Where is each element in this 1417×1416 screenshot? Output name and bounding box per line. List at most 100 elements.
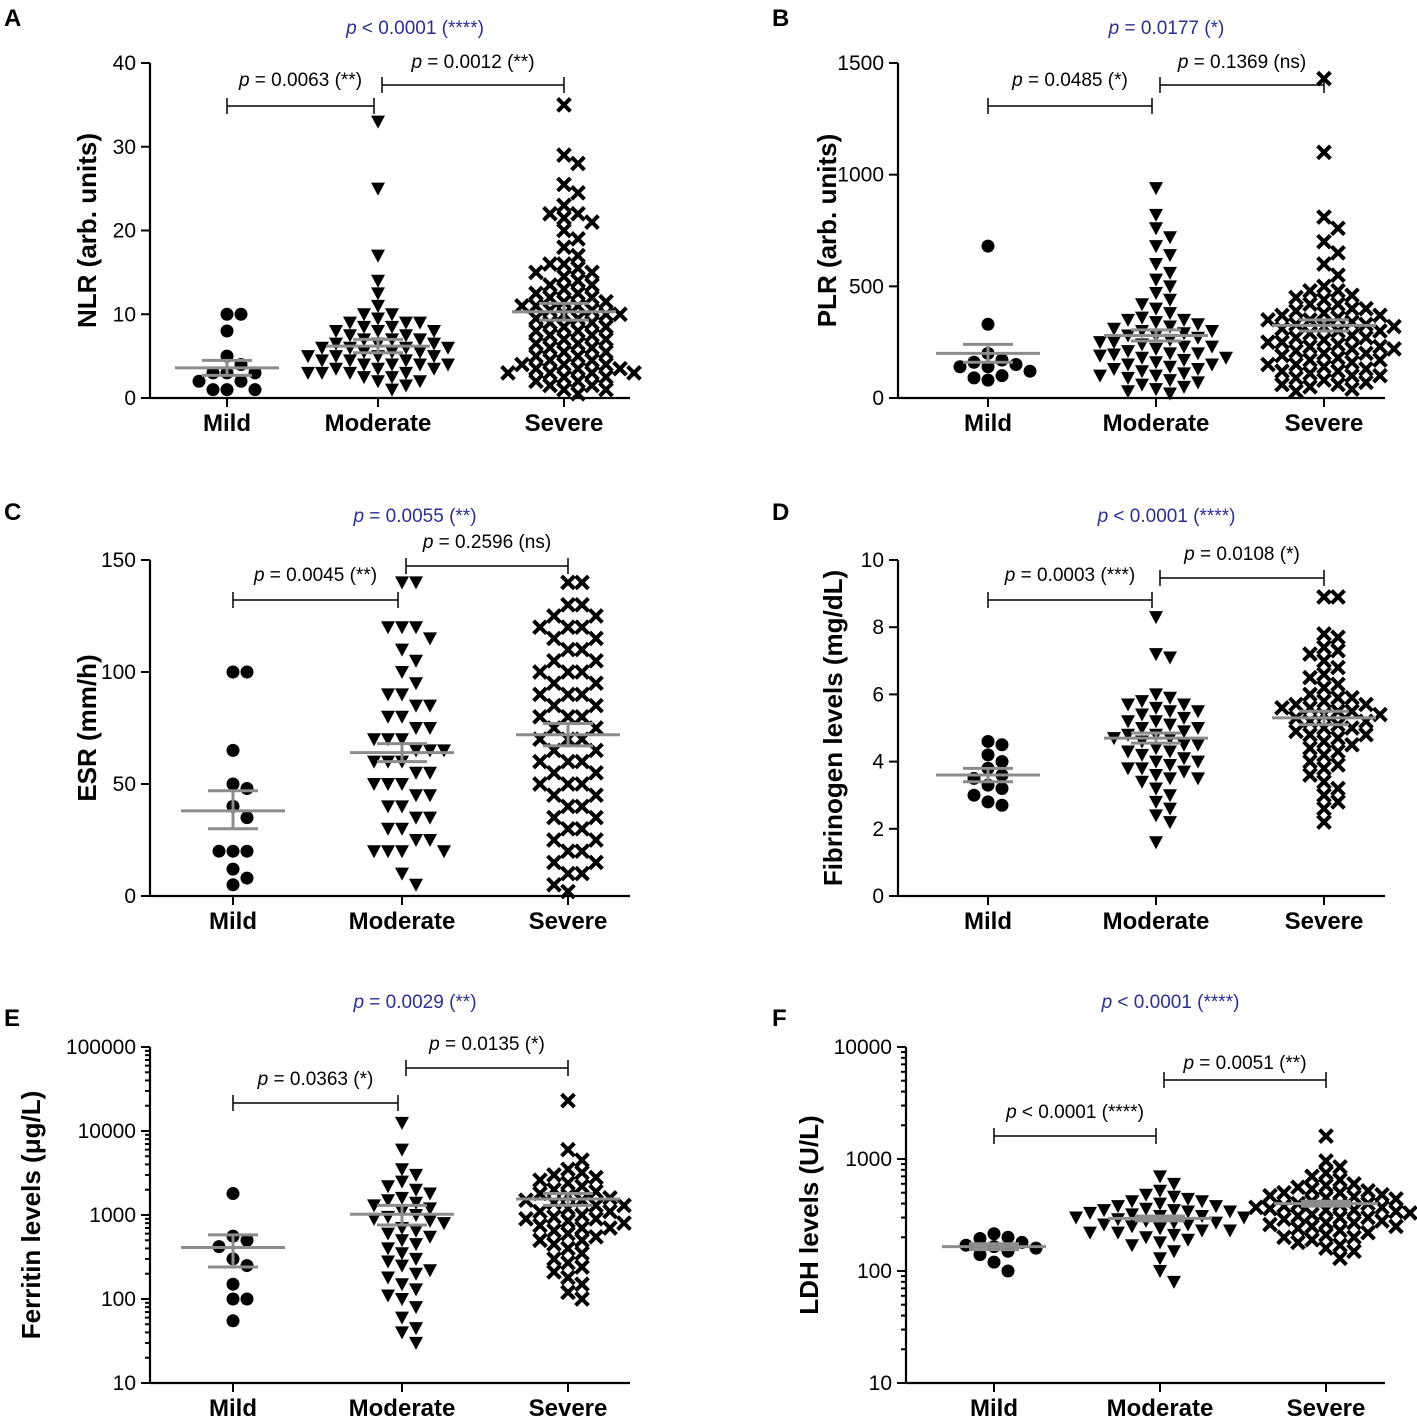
data-point-moderate bbox=[1163, 360, 1177, 374]
data-point-severe bbox=[532, 1185, 548, 1202]
data-point-moderate bbox=[329, 362, 343, 376]
data-point-moderate bbox=[381, 1271, 395, 1285]
data-point-moderate bbox=[1107, 348, 1121, 362]
data-point-moderate bbox=[409, 699, 423, 713]
data-point-mild bbox=[981, 239, 995, 253]
data-point-severe bbox=[556, 176, 572, 193]
data-point-moderate bbox=[1149, 208, 1163, 222]
data-point-severe bbox=[546, 1251, 562, 1267]
data-point-moderate bbox=[395, 710, 409, 724]
chart-panel-e: E 10 100 1000 10000 100000 Mild Moderate Severe F… bbox=[4, 992, 632, 1416]
data-point-severe bbox=[1344, 287, 1360, 304]
y-tick-label: 10 bbox=[113, 1372, 136, 1395]
data-point-severe bbox=[584, 365, 600, 381]
data-point-moderate bbox=[1135, 748, 1149, 762]
data-point-moderate bbox=[385, 358, 399, 372]
x-category-label: Mild bbox=[209, 1395, 257, 1416]
data-point-moderate bbox=[1149, 701, 1163, 715]
data-point-moderate bbox=[409, 1283, 423, 1297]
data-point-severe bbox=[1316, 760, 1332, 777]
data-point-severe bbox=[602, 1203, 618, 1220]
data-point-moderate bbox=[385, 371, 399, 385]
data-point-severe bbox=[532, 753, 548, 770]
data-point-moderate bbox=[381, 800, 395, 814]
data-point-moderate bbox=[395, 1191, 409, 1205]
data-point-severe bbox=[1316, 679, 1332, 696]
data-point-moderate bbox=[1153, 1265, 1167, 1278]
data-point-severe bbox=[1288, 343, 1304, 359]
data-point-severe bbox=[574, 641, 590, 658]
data-point-severe bbox=[532, 776, 548, 792]
data-point-mild bbox=[226, 665, 240, 679]
chart-panel-f: F 10 100 1000 10000 Mild Moderate Severe LDH lev… bbox=[772, 992, 1417, 1416]
data-point-moderate bbox=[1135, 695, 1149, 709]
data-point-severe bbox=[1316, 233, 1332, 250]
data-point-moderate bbox=[1191, 376, 1205, 390]
data-point-severe bbox=[1288, 329, 1304, 346]
data-point-severe bbox=[560, 1240, 576, 1257]
data-point-severe bbox=[570, 348, 586, 364]
data-point-moderate bbox=[1121, 313, 1135, 327]
y-tick-label: 1500 bbox=[837, 52, 884, 75]
comparison-bracket bbox=[1159, 570, 1325, 586]
data-point-moderate bbox=[367, 755, 381, 769]
data-point-moderate bbox=[437, 1217, 451, 1231]
data-point-severe bbox=[1290, 1234, 1306, 1251]
data-point-moderate bbox=[1149, 240, 1163, 254]
overall-p-value: p = 0.0177 (*) bbox=[1108, 18, 1225, 39]
data-point-severe bbox=[556, 268, 572, 285]
data-point-moderate bbox=[381, 688, 395, 702]
data-point-moderate bbox=[395, 1259, 409, 1273]
data-point-severe bbox=[1302, 365, 1318, 382]
data-point-severe bbox=[612, 360, 628, 377]
data-point-moderate bbox=[395, 1163, 409, 1177]
data-point-moderate bbox=[1121, 358, 1135, 372]
data-point-mild bbox=[981, 748, 995, 762]
data-point-severe bbox=[1330, 743, 1346, 760]
data-point-moderate bbox=[1149, 715, 1163, 729]
data-point-severe bbox=[560, 619, 576, 636]
data-point-severe bbox=[556, 147, 572, 163]
data-point-severe bbox=[584, 327, 600, 344]
data-point-moderate bbox=[409, 722, 423, 735]
data-point-moderate bbox=[413, 345, 427, 359]
data-point-moderate bbox=[1135, 762, 1149, 776]
data-point-severe bbox=[532, 1217, 548, 1234]
data-point-severe bbox=[1302, 379, 1318, 395]
data-point-severe bbox=[1260, 334, 1276, 350]
data-point-moderate bbox=[1149, 273, 1163, 287]
data-point-severe bbox=[1374, 1186, 1390, 1203]
data-point-severe bbox=[1358, 374, 1374, 391]
data-point-moderate bbox=[409, 878, 423, 892]
data-point-severe bbox=[1374, 1213, 1390, 1229]
data-point-severe bbox=[1330, 267, 1346, 283]
data-point-severe bbox=[1332, 1222, 1348, 1239]
data-point-severe bbox=[514, 356, 530, 373]
data-point-moderate bbox=[385, 320, 399, 334]
data-point-severe bbox=[546, 832, 562, 848]
data-point-severe bbox=[1344, 341, 1360, 357]
data-point-moderate bbox=[1149, 182, 1163, 196]
y-tick-label: 0 bbox=[872, 387, 884, 410]
data-point-moderate bbox=[1149, 836, 1163, 850]
data-point-severe bbox=[1344, 367, 1360, 384]
y-tick-label: 40 bbox=[113, 52, 136, 75]
data-point-severe bbox=[616, 1197, 632, 1214]
data-point-moderate bbox=[1167, 1275, 1181, 1289]
data-point-severe bbox=[1344, 703, 1360, 720]
data-point-severe bbox=[546, 675, 562, 692]
data-point-severe bbox=[556, 331, 572, 348]
data-point-moderate bbox=[1093, 336, 1107, 350]
data-point-moderate bbox=[1153, 1236, 1167, 1250]
data-point-moderate bbox=[395, 778, 409, 791]
data-point-mild bbox=[1009, 358, 1023, 371]
data-point-severe bbox=[542, 256, 558, 272]
data-point-moderate bbox=[423, 699, 437, 713]
x-category-label: Severe bbox=[525, 410, 604, 437]
data-point-moderate bbox=[1163, 691, 1177, 705]
data-point-severe bbox=[574, 843, 590, 860]
x-category-label: Mild bbox=[964, 410, 1012, 437]
y-tick-label: 500 bbox=[849, 275, 884, 298]
data-point-mild bbox=[220, 383, 234, 397]
data-point-moderate bbox=[1125, 1208, 1139, 1222]
